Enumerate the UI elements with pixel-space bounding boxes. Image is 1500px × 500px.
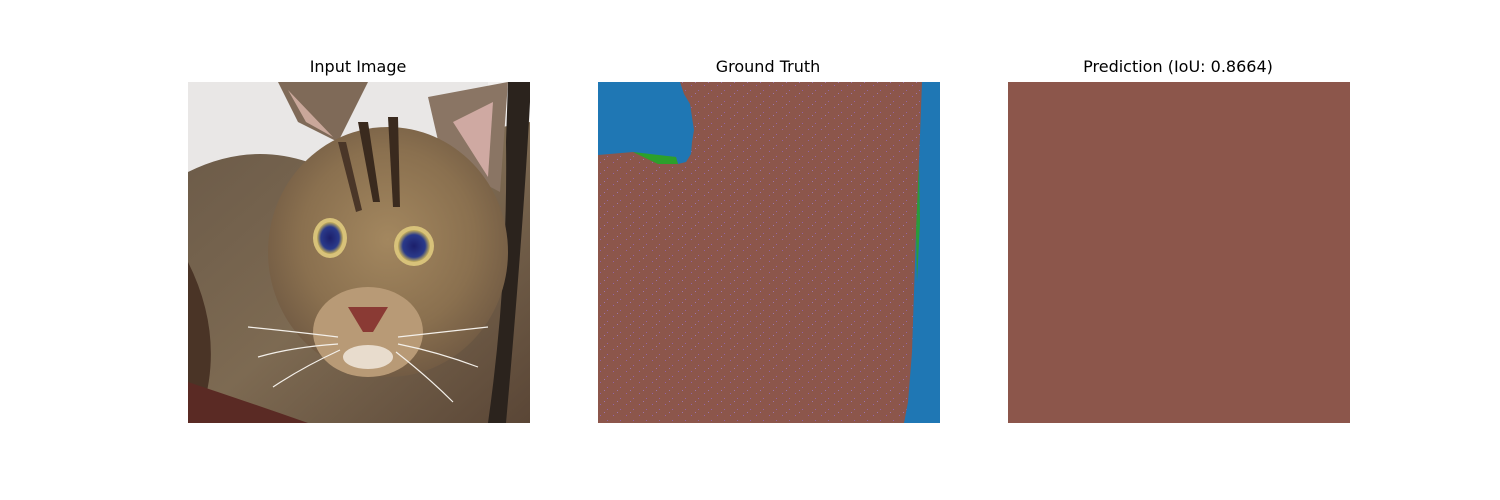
- ground-truth-mask: [598, 82, 940, 423]
- prediction-mask: [1008, 82, 1350, 423]
- ground-truth-title: Ground Truth: [597, 56, 939, 78]
- cat-photo: [188, 82, 530, 423]
- right-eye: [398, 230, 430, 262]
- input-image-title: Input Image: [187, 56, 529, 78]
- prediction-title: Prediction (IoU: 0.8664): [1007, 56, 1349, 78]
- ground-truth-panel: [598, 82, 940, 423]
- background-region-top-left: [598, 82, 694, 164]
- input-image-panel: [188, 82, 530, 423]
- predicted-foreground-region: [1008, 82, 1350, 423]
- prediction-panel: [1008, 82, 1350, 423]
- left-eye: [317, 222, 343, 254]
